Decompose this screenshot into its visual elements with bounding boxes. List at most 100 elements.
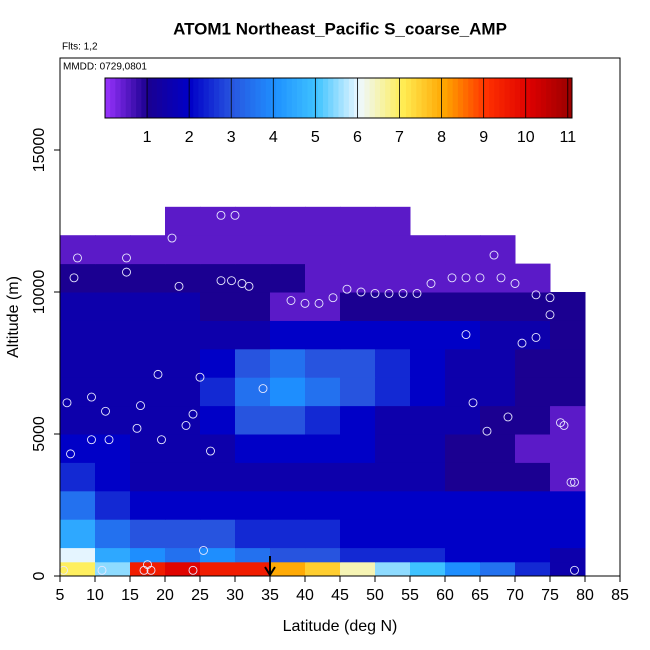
colorbar-cell	[203, 78, 210, 118]
heat-cell	[550, 348, 586, 378]
heat-cell	[305, 235, 341, 265]
heat-cell	[270, 405, 306, 435]
sample-point	[286, 296, 296, 305]
sample-point	[104, 435, 114, 445]
x-tick-label: 35	[261, 587, 279, 604]
heat-cell	[270, 348, 306, 378]
heat-cell	[515, 263, 551, 293]
heat-cell	[130, 263, 166, 293]
colorbar-cell	[457, 78, 464, 118]
heat-cell	[200, 206, 236, 236]
heat-cell	[550, 434, 586, 463]
heat-cell	[480, 519, 516, 549]
colorbar-cell	[193, 78, 199, 118]
heat-cell	[270, 292, 306, 321]
heat-cell	[410, 561, 446, 577]
y-axis-label: Altitude (m)	[5, 276, 22, 358]
heat-cell	[375, 490, 411, 520]
heat-cell	[165, 519, 201, 549]
colorbar-cell	[364, 78, 371, 118]
colorbar-cell	[317, 78, 324, 118]
colorbar-cell	[395, 78, 402, 118]
x-tick-label: 15	[121, 587, 139, 604]
colorbar-cell	[369, 78, 376, 118]
heat-cell	[375, 235, 411, 265]
sample-point	[73, 253, 82, 263]
heat-cell	[305, 434, 341, 463]
sample-point	[531, 290, 541, 300]
colorbar-cell	[525, 78, 531, 118]
heat-cell	[410, 320, 446, 350]
heat-cell	[340, 320, 376, 350]
colorbar-cell	[499, 78, 505, 118]
sample-point	[199, 545, 208, 555]
heat-cell	[270, 519, 306, 549]
heat-cell	[445, 519, 481, 549]
heat-cell	[165, 377, 201, 407]
colorbar-cell	[473, 78, 479, 118]
heat-cell	[550, 490, 586, 520]
colorbar-cell	[551, 78, 557, 118]
heat-cell	[305, 519, 341, 549]
colorbar-cell	[208, 78, 215, 118]
heat-cell	[515, 434, 551, 463]
colorbar-cell	[115, 78, 121, 118]
colorbar-cell	[546, 78, 552, 118]
heat-cell	[340, 547, 376, 563]
colorbar-cell	[390, 78, 396, 118]
heat-cell	[305, 405, 341, 435]
colorbar-cell	[177, 78, 184, 118]
heat-cell	[480, 348, 516, 378]
sample-point	[496, 273, 506, 283]
heat-cell	[515, 462, 551, 492]
heat-cell	[60, 348, 96, 378]
heat-cell	[235, 547, 271, 563]
heat-cell	[130, 377, 166, 407]
colorbar-cell	[136, 78, 142, 118]
heat-cell	[480, 292, 516, 321]
colorbar-tick-label: 1	[143, 129, 152, 146]
heat-cell	[60, 292, 96, 321]
colorbar-cell	[125, 78, 132, 118]
y-tick-label: 15000	[31, 128, 48, 173]
sample-point	[101, 406, 110, 416]
sample-point	[412, 288, 422, 298]
heat-cell	[165, 348, 201, 378]
colorbar-tick-label: 7	[395, 129, 404, 146]
colorbar-cell	[141, 78, 147, 118]
heat-cell	[165, 490, 201, 520]
heat-cell	[480, 490, 516, 520]
sample-point	[489, 250, 499, 260]
colorbar-cell	[411, 78, 417, 118]
sample-point	[356, 287, 366, 297]
sample-point	[461, 273, 471, 283]
heat-cell	[375, 206, 411, 236]
heat-cell	[445, 348, 481, 378]
arrow-head	[264, 566, 276, 577]
sample-point	[97, 565, 107, 575]
heat-cell	[375, 348, 411, 378]
heat-cell	[235, 462, 271, 492]
colorbar-cell	[561, 78, 568, 118]
heat-cell	[515, 348, 551, 378]
colorbar-cell	[286, 78, 293, 118]
heat-cell	[410, 292, 446, 321]
heat-cell	[550, 320, 586, 350]
colorbar-cell	[431, 78, 438, 118]
x-tick-label: 20	[156, 587, 174, 604]
heat-cell	[165, 405, 201, 435]
heat-cell	[95, 235, 131, 265]
heat-cell	[375, 263, 411, 293]
sample-point	[244, 281, 254, 291]
heat-cell	[550, 377, 586, 407]
subtitle: Flts: 1,2	[62, 42, 98, 53]
colorbar-cell	[421, 78, 428, 118]
heat-cell	[480, 547, 516, 563]
colorbar-cell	[110, 78, 116, 118]
heat-cell	[95, 490, 131, 520]
colorbar-cell	[535, 78, 542, 118]
heat-cell	[340, 292, 376, 321]
heat-cell	[200, 348, 236, 378]
heat-cell	[130, 519, 166, 549]
colorbar-cell	[260, 78, 267, 118]
